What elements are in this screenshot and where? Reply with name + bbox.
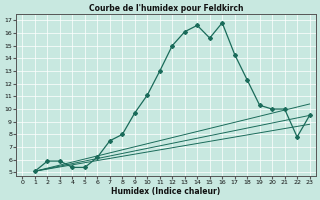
Title: Courbe de l'humidex pour Feldkirch: Courbe de l'humidex pour Feldkirch bbox=[89, 4, 243, 13]
X-axis label: Humidex (Indice chaleur): Humidex (Indice chaleur) bbox=[111, 187, 221, 196]
